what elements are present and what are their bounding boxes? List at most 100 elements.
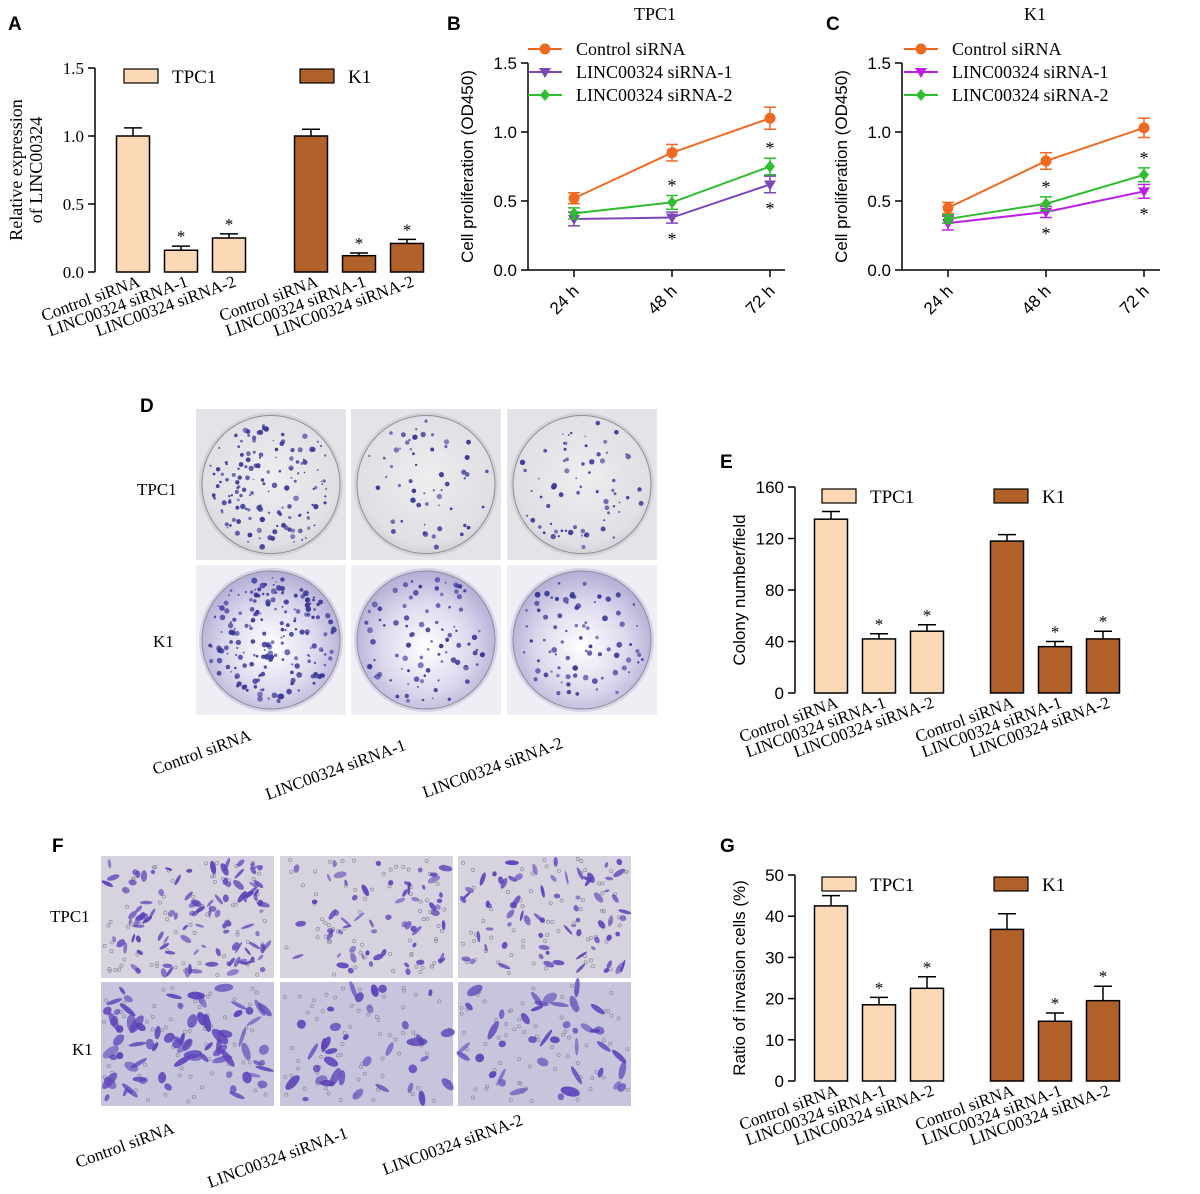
- stained-cell: [135, 913, 148, 921]
- membrane-pore: [188, 923, 193, 927]
- membrane-pore: [504, 1033, 508, 1038]
- colony: [397, 483, 401, 488]
- colony: [390, 519, 396, 524]
- colony: [530, 517, 536, 523]
- membrane-pore: [208, 991, 213, 996]
- colony: [543, 672, 549, 678]
- colony: [245, 457, 251, 463]
- stained-cell: [591, 946, 596, 951]
- stained-cell: [615, 931, 621, 937]
- membrane-pore: [177, 1073, 182, 1078]
- colony: [611, 478, 616, 483]
- colony: [257, 696, 263, 702]
- stained-cell: [500, 878, 508, 889]
- colony: [240, 503, 246, 510]
- colony: [565, 457, 569, 462]
- stained-cell: [123, 995, 133, 1003]
- colony: [435, 603, 441, 608]
- y-tick-label: 40: [765, 633, 784, 652]
- colony: [565, 629, 568, 633]
- legend-marker: [915, 43, 927, 55]
- colony: [600, 676, 604, 680]
- colony: [412, 589, 419, 596]
- colony: [250, 590, 254, 594]
- stained-cell: [166, 966, 174, 977]
- colony: [543, 614, 549, 620]
- stained-cell: [135, 967, 141, 974]
- colony: [454, 659, 461, 665]
- stained-cell: [244, 890, 254, 898]
- stained-cell: [498, 963, 511, 970]
- stained-cell: [487, 1020, 499, 1040]
- colony: [299, 629, 305, 635]
- stained-cell: [102, 1072, 118, 1090]
- colony: [225, 462, 228, 466]
- membrane-pore: [310, 1004, 314, 1009]
- stained-cell: [355, 992, 364, 1003]
- colony: [259, 544, 266, 550]
- membrane-pore: [163, 1092, 168, 1097]
- colony: [383, 624, 386, 627]
- stained-cell: [435, 904, 441, 910]
- stained-cell: [368, 961, 374, 967]
- colony: [272, 529, 278, 535]
- bar-tpc1-2: [163, 249, 199, 273]
- colony: [245, 429, 251, 434]
- colony: [399, 447, 401, 450]
- colony: [309, 446, 315, 453]
- stained-cell: [343, 925, 352, 928]
- stained-cell: [208, 905, 217, 912]
- stained-cell: [201, 944, 206, 949]
- stained-cell: [350, 953, 357, 963]
- stained-cell: [135, 870, 141, 878]
- significance-star: *: [923, 958, 932, 977]
- stained-cell: [128, 1041, 147, 1047]
- colony: [217, 605, 220, 608]
- stained-cell: [229, 1085, 237, 1094]
- stained-cell: [327, 1006, 335, 1012]
- membrane-pore: [356, 1008, 361, 1013]
- colony: [433, 544, 439, 550]
- colony: [416, 502, 422, 508]
- significance-star: *: [177, 227, 186, 246]
- bar-tpc1-3: [909, 987, 945, 1082]
- stained-cell: [404, 962, 410, 968]
- panel-label-f: F: [52, 836, 64, 857]
- membrane-pore: [187, 1028, 192, 1033]
- stained-cell: [405, 968, 411, 976]
- stained-cell: [165, 867, 173, 871]
- stained-cell: [254, 889, 259, 896]
- colony: [267, 535, 273, 541]
- colony: [425, 609, 429, 613]
- stained-cell: [593, 892, 604, 903]
- stained-cell: [150, 869, 156, 875]
- colony: [293, 608, 296, 611]
- stained-cell: [244, 947, 251, 956]
- stained-cell: [251, 865, 261, 870]
- colony: [256, 505, 262, 511]
- colony: [287, 504, 292, 509]
- membrane-pore: [602, 1038, 607, 1043]
- membrane-pore: [590, 1076, 595, 1081]
- stained-cell: [131, 933, 136, 943]
- stained-cell: [173, 912, 178, 920]
- colony: [418, 621, 425, 628]
- membrane-pore: [155, 964, 159, 969]
- membrane-pore: [331, 972, 336, 977]
- colony: [246, 451, 251, 457]
- membrane-pore: [241, 1060, 246, 1065]
- membrane-pore: [186, 1099, 191, 1104]
- significance-star: *: [875, 615, 884, 634]
- stained-cell: [543, 992, 557, 1004]
- membrane-pore: [602, 909, 606, 914]
- membrane-pore: [341, 986, 346, 991]
- colony: [235, 480, 240, 485]
- membrane-pore: [527, 1064, 532, 1069]
- membrane-pore: [420, 965, 425, 970]
- membrane-pore: [311, 998, 316, 1003]
- colony: [467, 642, 471, 646]
- colony: [261, 688, 265, 692]
- y-tick-label: 0.0: [63, 263, 84, 282]
- colony: [217, 446, 221, 450]
- data-point: [1139, 168, 1149, 181]
